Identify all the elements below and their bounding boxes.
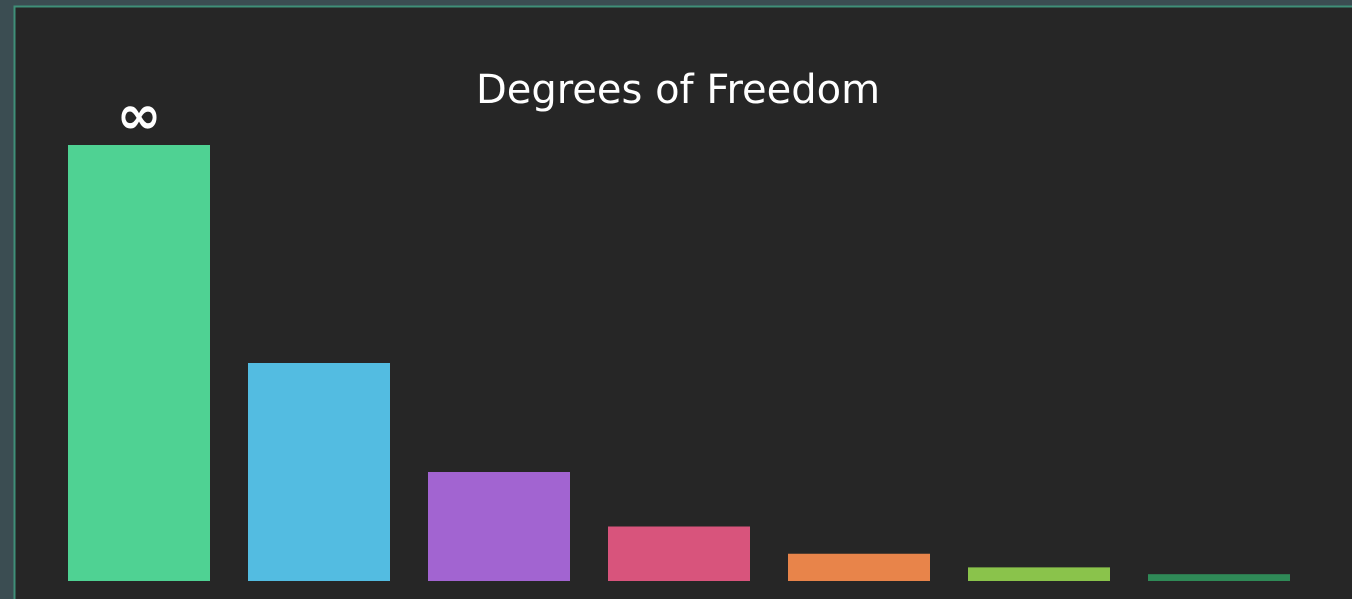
bar [608, 526, 750, 581]
panel [13, 5, 1352, 599]
bar [788, 553, 930, 581]
annotation: ∞ [117, 84, 162, 147]
bar [68, 145, 210, 581]
bar [248, 363, 390, 581]
bar [428, 472, 570, 581]
chart-title: Degrees of Freedom [476, 67, 880, 113]
bar [1148, 574, 1290, 581]
bar [968, 567, 1110, 581]
